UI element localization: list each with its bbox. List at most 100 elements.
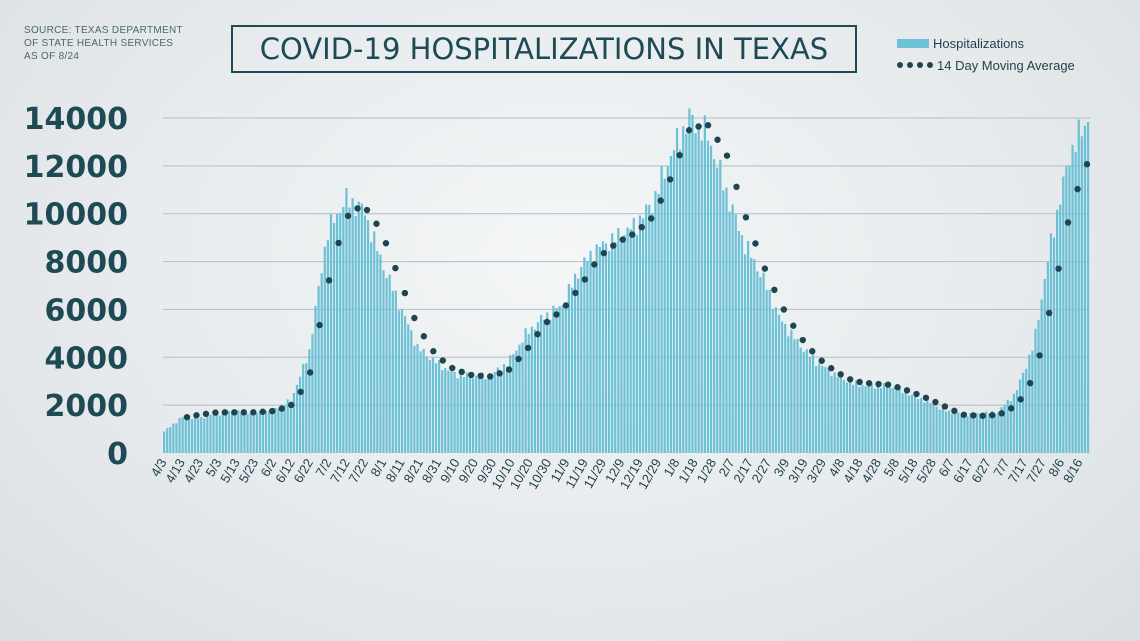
moving-average-point bbox=[316, 321, 323, 329]
moving-average-point bbox=[411, 314, 418, 322]
hospitalization-bar bbox=[193, 416, 197, 453]
hospitalization-bar bbox=[839, 374, 842, 453]
hospitalization-bar bbox=[787, 336, 790, 453]
hospitalization-bar bbox=[1043, 278, 1046, 453]
hospitalization-bar bbox=[969, 412, 972, 453]
hospitalization-bar bbox=[314, 305, 317, 453]
moving-average-point bbox=[212, 409, 219, 416]
moving-average-point bbox=[828, 365, 835, 372]
hospitalization-bar bbox=[175, 423, 178, 453]
moving-average-point bbox=[903, 387, 911, 394]
hospitalization-bar bbox=[577, 278, 580, 453]
hospitalization-bar bbox=[765, 290, 768, 453]
moving-average-point bbox=[288, 401, 295, 409]
moving-average-point bbox=[648, 215, 655, 222]
bar-series bbox=[163, 108, 1090, 454]
hospitalization-bar bbox=[935, 406, 938, 453]
hospitalization-bar bbox=[277, 408, 280, 453]
hospitalization-bar bbox=[589, 250, 592, 453]
moving-average-point bbox=[723, 152, 731, 159]
moving-average-point bbox=[543, 318, 551, 326]
moving-average-point bbox=[354, 205, 361, 212]
hospitalization-bar bbox=[713, 159, 716, 453]
hospitalization-bar bbox=[706, 140, 710, 454]
moving-average-point bbox=[581, 276, 589, 283]
hospitalization-bar bbox=[892, 387, 895, 453]
hospitalization-bar bbox=[382, 270, 385, 453]
hospitalization-bar bbox=[465, 372, 469, 453]
moving-average-point bbox=[420, 333, 428, 340]
hospitalization-bar bbox=[413, 345, 416, 453]
hospitalization-bar bbox=[975, 413, 978, 453]
hospitalization-bar bbox=[271, 408, 274, 453]
hospitalization-bar bbox=[994, 413, 997, 453]
hospitalization-bar bbox=[777, 314, 781, 453]
moving-average-point bbox=[250, 409, 257, 416]
hospitalization-bar bbox=[762, 272, 765, 453]
hospitalization-bar bbox=[289, 401, 292, 453]
moving-average-point bbox=[685, 127, 693, 134]
hospitalization-bar bbox=[487, 376, 490, 453]
hospitalization-bar bbox=[972, 413, 975, 453]
hospitalization-bar bbox=[283, 404, 286, 453]
moving-average-point bbox=[600, 249, 608, 257]
hospitalization-bar bbox=[648, 204, 651, 453]
x-tick-label: 8/16 bbox=[1060, 456, 1086, 485]
hospitalization-bar bbox=[1025, 368, 1028, 453]
hospitalization-bar bbox=[641, 218, 645, 453]
hospitalization-bar bbox=[558, 306, 561, 453]
hospitalization-bar bbox=[1049, 233, 1053, 453]
hospitalization-bar bbox=[357, 201, 360, 453]
hospitalization-bar bbox=[366, 220, 370, 453]
hospitalization-bar bbox=[950, 413, 954, 453]
hospitalization-bar bbox=[824, 367, 827, 453]
y-tick-label: 6000 bbox=[45, 293, 129, 328]
hospitalization-bar bbox=[512, 354, 515, 453]
hospitalization-bar bbox=[682, 126, 685, 454]
moving-average-point bbox=[695, 123, 702, 130]
moving-average-point bbox=[865, 380, 873, 387]
hospitalization-bar bbox=[595, 244, 598, 453]
moving-average-point bbox=[629, 231, 636, 238]
hospitalization-bar bbox=[354, 216, 357, 453]
hospitalization-bar bbox=[827, 368, 830, 453]
hospitalization-bar bbox=[237, 410, 240, 453]
chart-legend: Hospitalizations 14 Day Moving Average bbox=[897, 32, 1127, 76]
hospitalization-bar bbox=[583, 257, 586, 453]
hospitalization-bar bbox=[592, 263, 595, 453]
hospitalization-bar bbox=[916, 399, 920, 453]
moving-average-point bbox=[430, 348, 437, 355]
hospitalization-bar bbox=[796, 338, 799, 453]
moving-average-point bbox=[382, 239, 390, 247]
hospitalization-bar bbox=[929, 403, 932, 453]
hospitalization-bar bbox=[774, 307, 778, 453]
hospitalization-bar bbox=[530, 326, 533, 453]
hospitalization-bar bbox=[456, 378, 459, 453]
hospitalization-bar bbox=[453, 371, 456, 453]
hospitalization-bar bbox=[848, 381, 852, 453]
hospitalization-bar bbox=[264, 410, 268, 453]
hospitalization-bar bbox=[1009, 401, 1012, 453]
moving-average-point bbox=[458, 368, 465, 376]
moving-average-point bbox=[761, 265, 769, 272]
hospitalization-bar bbox=[543, 319, 546, 453]
hospitalization-bar bbox=[1037, 320, 1040, 453]
hospitalization-bar bbox=[923, 402, 926, 453]
hospitalization-bar bbox=[481, 372, 484, 453]
moving-average-point bbox=[477, 372, 484, 379]
hospitalization-bar bbox=[688, 108, 691, 454]
hospitalization-bar bbox=[722, 190, 725, 453]
moving-average-point bbox=[989, 411, 996, 419]
hospitalization-bar bbox=[864, 386, 867, 453]
hospitalization-bar bbox=[472, 378, 475, 453]
moving-average-point bbox=[704, 122, 712, 129]
moving-average-point bbox=[1036, 352, 1043, 359]
moving-average-point bbox=[439, 357, 446, 364]
hospitalization-bar bbox=[163, 431, 166, 453]
hospitalization-bar bbox=[518, 344, 521, 453]
hospitalization-bar bbox=[586, 261, 589, 453]
y-tick-label: 14000 bbox=[24, 102, 128, 137]
hospitalization-bar bbox=[654, 191, 657, 453]
hospitalization-bar bbox=[521, 342, 524, 453]
hospitalization-bar bbox=[379, 254, 382, 453]
